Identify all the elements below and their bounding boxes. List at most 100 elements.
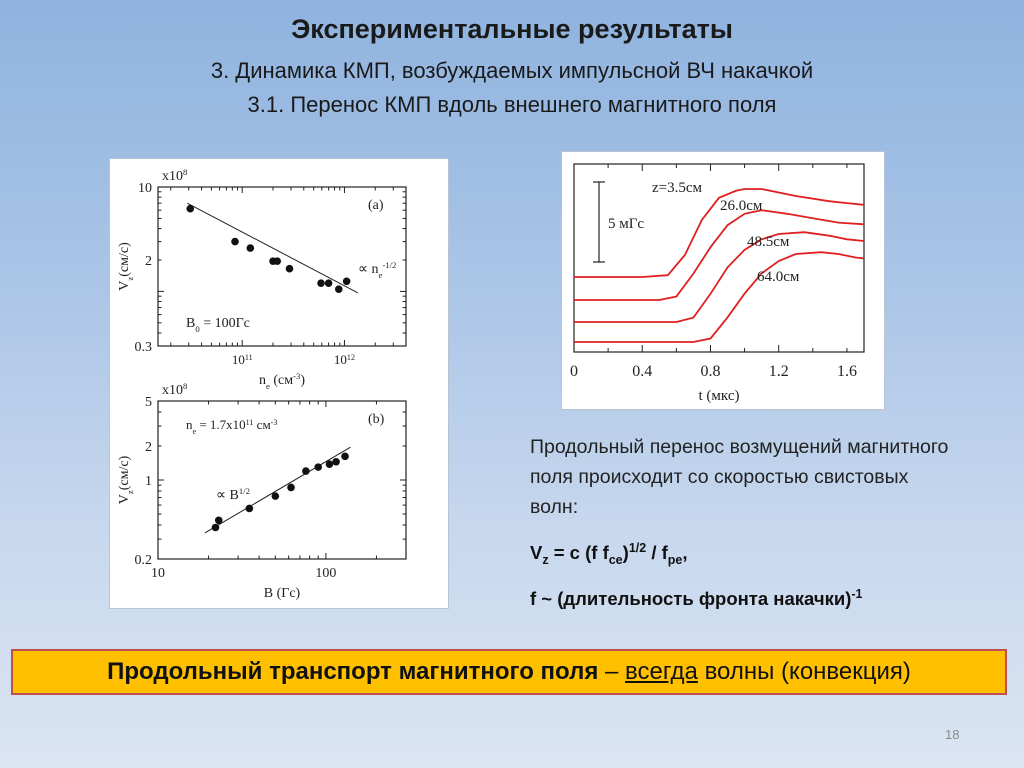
- slide-title: Экспериментальные результаты: [291, 14, 733, 44]
- x-axis-label-part: (см: [270, 373, 293, 388]
- x-axis-label-part: ): [300, 373, 305, 388]
- y-tick-label-part: 0.3: [135, 340, 153, 355]
- slide-subtitle-1: 3. Динамика КМП, возбуждаемых импульсной…: [210, 58, 814, 83]
- trace-label: 48.5см: [747, 234, 790, 250]
- y-tick-label-part: 10: [138, 181, 152, 196]
- data-point: [325, 460, 334, 468]
- panel-label: (a): [368, 198, 384, 213]
- fit-law-label-part: ∝ B: [216, 488, 239, 503]
- slide-subtitle-2: 3.1. Перенос КМП вдоль внешнего магнитно…: [247, 92, 777, 117]
- fit-law-label-part: 1/2: [239, 486, 250, 496]
- trace-label: 26.0см: [720, 198, 763, 214]
- x-axis-label: B (Гс): [264, 586, 301, 601]
- y-tick-label-part: 1: [145, 474, 152, 489]
- formula-pe-sub: pe: [667, 552, 683, 567]
- y-multiplier-label-part: 8: [183, 167, 187, 177]
- conclusion-bold: Продольный транспорт магнитного поля: [107, 658, 599, 685]
- data-point: [324, 279, 333, 287]
- trace-line: [574, 209, 865, 301]
- frequency-formula-text: f ~ (длительность фронта накачки): [530, 588, 852, 610]
- trace-label-part: z=3.5см: [652, 180, 703, 196]
- x-tick-label: 0.4: [632, 363, 652, 380]
- formula-v: V: [530, 542, 543, 564]
- y-tick-label-part: 0.2: [135, 553, 153, 568]
- data-point: [302, 467, 310, 475]
- x-tick-label-part: 1.6: [837, 363, 857, 380]
- data-point: [246, 244, 255, 252]
- conclusion-box: Продольный транспорт магнитного поля – в…: [11, 649, 1007, 695]
- parameter-label-part: e: [193, 427, 197, 436]
- y-axis-label-part: (см/с): [117, 242, 132, 277]
- x-tick-label-part: 10: [232, 352, 245, 367]
- x-tick-label: 1012: [334, 352, 355, 367]
- fit-law-label-part: e: [379, 270, 383, 280]
- x-tick-label: 1.6: [837, 363, 857, 380]
- scale-bar-label: 5 мГс: [608, 216, 644, 232]
- frequency-formula: f ~ (длительность фронта накачки)-1: [530, 587, 863, 610]
- conclusion-underlined: всегда: [625, 658, 698, 685]
- x-axis-label-part: n: [259, 373, 266, 388]
- waveform-plot-svg: 0 0.4 0.8 1.2 1.6 t (мкс) 5 мГс z=3.5см 26.0см 48…: [570, 163, 865, 404]
- formula-part1: = c (f f: [548, 542, 609, 564]
- y-tick-label: 10: [138, 181, 152, 196]
- data-point: [334, 285, 343, 293]
- fit-law-label: ∝ ne-1/2: [358, 260, 396, 280]
- x-tick-label: 1.2: [769, 363, 789, 380]
- y-axis-label-part: z: [125, 277, 135, 281]
- panel-label-part: (b): [368, 412, 385, 427]
- velocity-formula: Vz = c (f fce)1/2 / fpe,: [530, 541, 688, 567]
- y-tick-label-part: 2: [145, 440, 152, 455]
- data-point: [287, 483, 295, 492]
- data-point: [342, 277, 351, 286]
- y-multiplier-label: x108: [162, 381, 187, 398]
- data-point: [231, 237, 239, 246]
- x-tick-label-part: 10: [151, 566, 165, 581]
- y-axis-label-part: z: [125, 490, 135, 494]
- y-tick-label-part: 5: [145, 395, 152, 410]
- fit-line: [204, 446, 351, 534]
- fit-law-label-part: -1/2: [382, 260, 396, 270]
- trace-label: 64.0см: [757, 269, 800, 285]
- x-tick-label: 0.8: [700, 363, 720, 380]
- x-tick-label: 0: [570, 363, 578, 380]
- data-point: [245, 504, 254, 513]
- x-axis-label-part: B (Гс): [264, 586, 301, 601]
- data-point: [214, 516, 223, 525]
- data-point: [341, 452, 349, 461]
- trace-label-part: 48.5см: [747, 234, 790, 250]
- x-tick-label-part: 10: [334, 352, 347, 367]
- y-axis-label: Vz(см/с): [117, 455, 135, 504]
- y-tick-label: 1: [145, 474, 152, 489]
- y-axis-label: Vz(см/с): [117, 242, 135, 291]
- data-point: [271, 492, 280, 500]
- conclusion-rest: волны (конвекция): [697, 658, 911, 685]
- parameter-label-part: см: [253, 417, 270, 432]
- x-tick-label-part: 11: [245, 353, 253, 362]
- y-multiplier-label-part: x10: [162, 169, 183, 184]
- data-point: [317, 279, 325, 287]
- parameter-label-part: 0: [195, 324, 199, 334]
- parameter-label-part: = 100Гс: [200, 316, 250, 331]
- y-axis-label-part: (см/с): [117, 455, 132, 490]
- parameter-label: B0 = 100Гс: [186, 316, 250, 334]
- trace-label-part: 64.0см: [757, 269, 800, 285]
- scatter-figure-panel: 1011 1012 10 2 0.3 x108 ne (см-3) Vz(см/с) (a) ∝ …: [109, 158, 449, 609]
- x-axis-label: t (мкс): [699, 388, 740, 404]
- x-tick-label: 10: [151, 566, 165, 581]
- data-point: [186, 204, 195, 213]
- y-multiplier-label-part: 8: [183, 381, 187, 391]
- formula-part2: ): [622, 542, 629, 564]
- plot-frame: [573, 163, 865, 353]
- panel-label: (b): [368, 412, 385, 427]
- trace-label: z=3.5см: [652, 180, 703, 196]
- scale-bar-label-part: 5 мГс: [608, 216, 644, 232]
- parameter-label-part: -3: [271, 418, 278, 427]
- y-axis-label-part: V: [117, 494, 132, 504]
- trace-label-part: 26.0см: [720, 198, 763, 214]
- parameter-label-part: n: [186, 417, 193, 432]
- data-point: [211, 523, 220, 532]
- data-point: [314, 463, 323, 471]
